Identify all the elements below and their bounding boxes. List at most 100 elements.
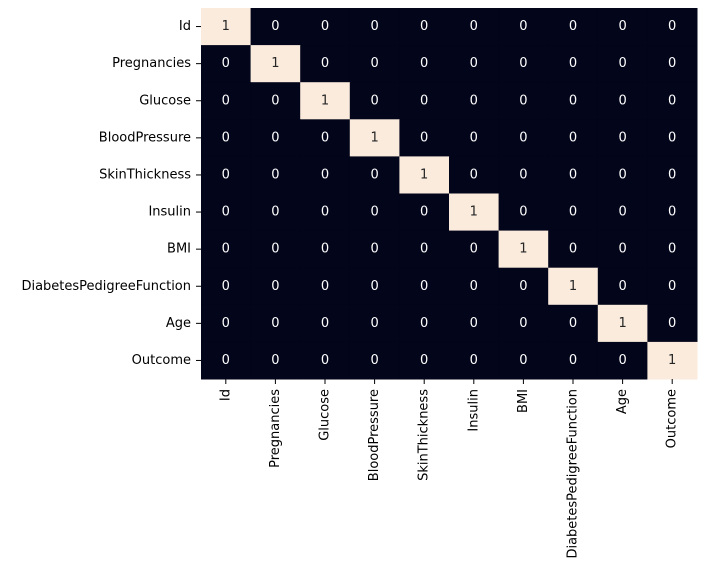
cell-value-label: 0 [668, 130, 676, 145]
y-tick-label: Glucose [139, 93, 191, 108]
heatmap-cell [449, 193, 500, 232]
heatmap-cell [349, 156, 400, 194]
heatmap-cell [201, 193, 252, 232]
heatmap-cell [498, 8, 549, 46]
heatmap-cell [597, 119, 648, 157]
heatmap-cell [647, 8, 698, 46]
x-tick-label: Insulin [466, 389, 481, 432]
y-tick-label: Pregnancies [112, 56, 191, 71]
y-tick-label: BloodPressure [99, 130, 191, 145]
cell-value-label: 0 [321, 353, 329, 368]
cell-value-label: 0 [618, 93, 626, 108]
cell-value-label: 0 [618, 205, 626, 220]
heatmap-cell-annotations: 1 0 0 0 0 0 0 0 0 0 0 1 0 0 0 0 0 0 0 0 0 0 1 0 0 0 0 0 0 0 0 0 0 1 0 0 0 0 0 0… [222, 19, 677, 368]
cell-value-label: 0 [668, 279, 676, 294]
cell-value-label: 0 [470, 316, 478, 331]
heatmap-cell [449, 267, 500, 306]
heatmap-cell [250, 193, 301, 232]
cell-value-label: 0 [618, 167, 626, 182]
cell-value-label: 0 [222, 353, 230, 368]
heatmap-cell [449, 45, 500, 83]
cell-value-label: 0 [370, 242, 378, 257]
cell-value-label: 0 [321, 19, 329, 34]
y-tick-label: SkinThickness [99, 167, 191, 182]
heatmap-cell [597, 156, 648, 194]
cell-value-label: 0 [519, 279, 527, 294]
cell-value-label: 0 [618, 242, 626, 257]
cell-value-label: 1 [321, 93, 329, 108]
x-tick-label: Pregnancies [268, 389, 283, 468]
heatmap-cell [548, 119, 599, 157]
cell-value-label: 0 [519, 205, 527, 220]
cell-value-label: 0 [222, 316, 230, 331]
cell-value-label: 0 [271, 242, 279, 257]
cell-value-label: 0 [370, 56, 378, 71]
cell-value-label: 0 [222, 242, 230, 257]
heatmap-cell [647, 193, 698, 232]
heatmap-cell [597, 341, 648, 380]
x-tick-label: Outcome [665, 389, 680, 448]
heatmap-cell [250, 8, 301, 46]
cell-value-label: 0 [618, 279, 626, 294]
x-axis: Id Pregnancies Glucose BloodPressure SkinThi… [218, 379, 680, 559]
cell-value-label: 0 [321, 167, 329, 182]
heatmap-cell [349, 8, 400, 46]
y-tick-label: BMI [167, 242, 191, 257]
cell-value-label: 0 [420, 93, 428, 108]
heatmap-cell [647, 82, 698, 120]
cell-value-label: 0 [321, 316, 329, 331]
cell-value-label: 0 [668, 316, 676, 331]
cell-value-label: 0 [271, 279, 279, 294]
heatmap-cell [250, 230, 301, 269]
heatmap-cell [449, 341, 500, 380]
heatmap-cell [201, 8, 252, 46]
cell-value-label: 0 [519, 19, 527, 34]
cell-value-label: 0 [222, 205, 230, 220]
heatmap-cell [201, 45, 252, 83]
y-tick-label: Id [179, 19, 191, 34]
cell-value-label: 0 [668, 19, 676, 34]
y-tick-label: DiabetesPedigreeFunction [21, 279, 191, 294]
cell-value-label: 0 [420, 56, 428, 71]
cell-value-label: 0 [668, 56, 676, 71]
cell-value-label: 0 [222, 130, 230, 145]
cell-value-label: 0 [470, 167, 478, 182]
cell-value-label: 0 [470, 19, 478, 34]
cell-value-label: 0 [569, 19, 577, 34]
heatmap-cell [399, 304, 450, 343]
heatmap-cell [449, 304, 500, 343]
cell-value-label: 0 [420, 242, 428, 257]
heatmap-cells [201, 8, 698, 380]
heatmap-cell [647, 119, 698, 157]
cell-value-label: 0 [370, 93, 378, 108]
heatmap-cell [548, 193, 599, 232]
cell-value-label: 0 [321, 130, 329, 145]
heatmap-cell [647, 304, 698, 343]
heatmap-cell [399, 267, 450, 306]
cell-value-label: 0 [470, 242, 478, 257]
heatmap-cell [300, 82, 351, 120]
heatmap-cell [201, 267, 252, 306]
cell-value-label: 0 [519, 93, 527, 108]
cell-value-label: 1 [420, 167, 428, 182]
heatmap-cell [498, 119, 549, 157]
heatmap-cell [250, 304, 301, 343]
heatmap-cell [548, 45, 599, 83]
heatmap-cell [548, 82, 599, 120]
heatmap-cell [449, 119, 500, 157]
heatmap-cell [498, 45, 549, 83]
cell-value-label: 1 [569, 279, 577, 294]
cell-value-label: 0 [519, 167, 527, 182]
heatmap-cell [399, 119, 450, 157]
cell-value-label: 0 [618, 353, 626, 368]
cell-value-label: 0 [420, 353, 428, 368]
cell-value-label: 0 [271, 130, 279, 145]
cell-value-label: 0 [519, 56, 527, 71]
cell-value-label: 0 [271, 353, 279, 368]
cell-value-label: 0 [420, 205, 428, 220]
cell-value-label: 0 [222, 93, 230, 108]
cell-value-label: 0 [519, 316, 527, 331]
cell-value-label: 0 [420, 19, 428, 34]
heatmap-cell [201, 156, 252, 194]
heatmap-cell [647, 156, 698, 194]
